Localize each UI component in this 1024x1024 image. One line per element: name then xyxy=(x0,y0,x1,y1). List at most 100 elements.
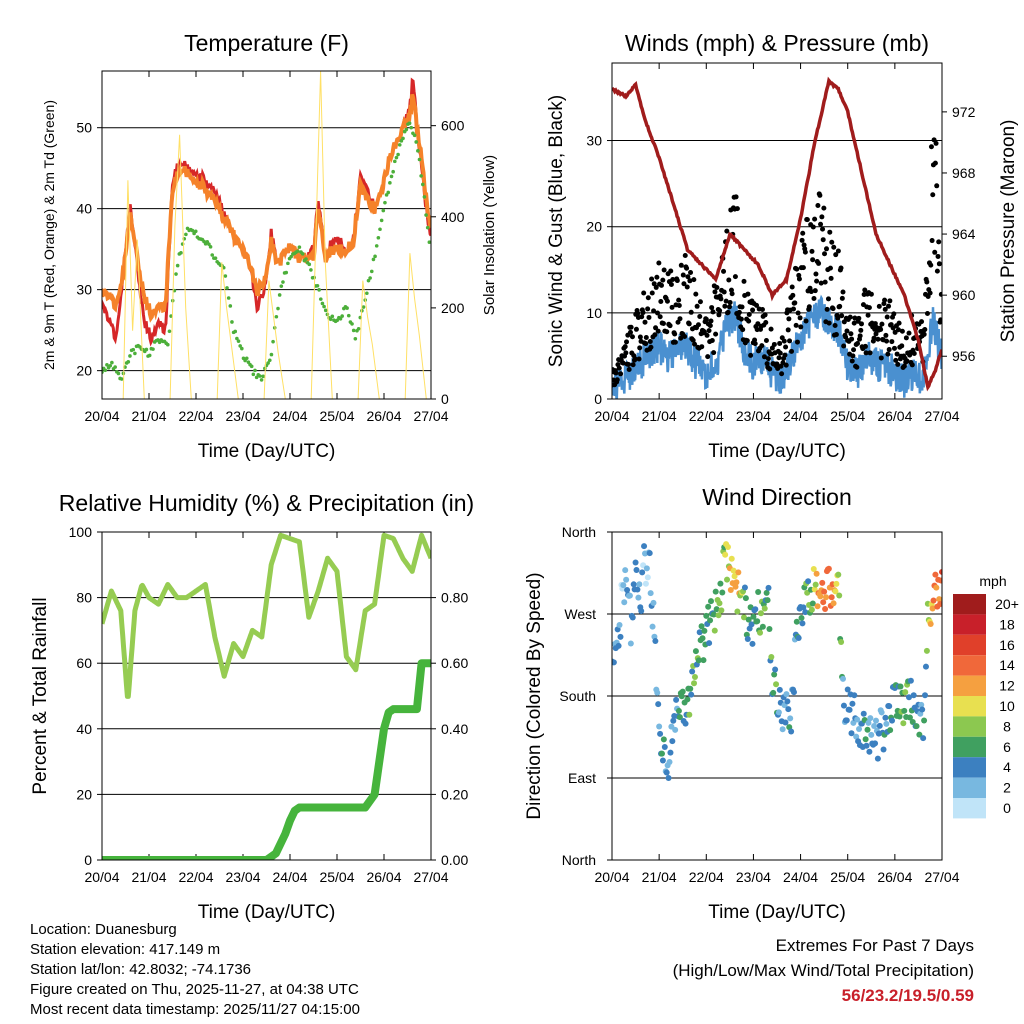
ytick-right-label: 968 xyxy=(952,165,976,181)
gust-point xyxy=(862,287,868,293)
direction-point xyxy=(679,688,686,695)
gust-point xyxy=(822,279,828,285)
gust-point xyxy=(639,314,645,320)
gust-point xyxy=(713,331,719,337)
direction-point xyxy=(703,612,710,619)
direction-point xyxy=(676,714,683,721)
gust-point xyxy=(796,276,802,282)
gust-point xyxy=(717,308,723,314)
direction-point xyxy=(732,583,739,590)
dewpoint-point xyxy=(422,195,427,199)
gust-point xyxy=(677,316,683,322)
direction-point xyxy=(691,680,698,687)
gust-point xyxy=(928,144,934,150)
dewpoint-point xyxy=(330,314,335,319)
gust-point xyxy=(808,289,814,295)
xtick-label: 23/04 xyxy=(225,869,260,885)
direction-point xyxy=(927,620,934,627)
gust-point xyxy=(787,338,793,344)
direction-point xyxy=(923,647,930,654)
dewpoint-point xyxy=(345,306,349,310)
direction-point xyxy=(880,746,887,753)
gust-point xyxy=(818,280,824,286)
dewpoint-point xyxy=(144,347,149,352)
gust-point xyxy=(863,350,869,356)
ytick-label: 20 xyxy=(586,219,602,235)
gust-point xyxy=(812,216,818,222)
colorbar-swatch xyxy=(953,757,986,778)
dewpoint-point xyxy=(254,375,259,380)
dewpoint-point xyxy=(366,278,371,283)
gust-point xyxy=(781,338,787,344)
gust-point xyxy=(709,338,715,344)
gust-point xyxy=(817,192,823,198)
gust-point xyxy=(878,355,884,361)
direction-point xyxy=(700,657,707,664)
direction-point xyxy=(622,567,629,574)
gust-point xyxy=(618,371,624,377)
gust-point xyxy=(856,315,862,321)
gust-point xyxy=(849,336,855,342)
direction-point xyxy=(886,703,893,710)
direction-point xyxy=(754,618,761,625)
gust-point xyxy=(875,336,881,342)
dewpoint-point xyxy=(119,377,124,381)
direction-point xyxy=(699,635,706,642)
gust-point xyxy=(919,319,925,325)
direction-point xyxy=(832,588,839,595)
gust-point xyxy=(872,321,878,327)
gust-point xyxy=(697,314,703,320)
gust-point xyxy=(786,316,792,322)
xtick-label: 22/04 xyxy=(178,869,213,885)
dewpoint-point xyxy=(340,314,344,318)
direction-point xyxy=(629,614,636,621)
dewpoint-point xyxy=(233,329,238,334)
gust-point xyxy=(932,160,938,166)
direction-point xyxy=(764,597,771,604)
temperature-title: Temperature (F) xyxy=(184,30,349,56)
dewpoint-point xyxy=(361,305,366,309)
gust-point xyxy=(876,303,882,309)
gust-point xyxy=(819,214,825,220)
dewpoint-point xyxy=(304,257,308,261)
gust-point xyxy=(725,309,731,315)
direction-point xyxy=(757,629,764,636)
gust-point xyxy=(658,298,664,304)
dewpoint-point xyxy=(315,283,320,288)
gust-point xyxy=(799,237,805,243)
colorbar-label: 20+ xyxy=(995,596,1019,612)
direction-point xyxy=(744,635,751,642)
direction-point xyxy=(735,569,742,576)
direction-point xyxy=(678,693,685,700)
temperature-ylabel: 2m & 9m T (Red, Orange) & 2m Td (Green) xyxy=(41,100,57,370)
gust-point xyxy=(936,239,942,245)
gust-point xyxy=(868,291,874,297)
dewpoint-point xyxy=(356,326,361,331)
dewpoint-point xyxy=(167,329,172,334)
dewpoint-point xyxy=(179,251,183,255)
winds-series-station-pressure xyxy=(612,76,942,392)
direction-point xyxy=(711,627,718,634)
dewpoint-point xyxy=(414,140,418,144)
xtick-label: 23/04 xyxy=(736,869,771,885)
direction-point xyxy=(812,581,819,588)
ytick-right-label: 0.00 xyxy=(441,852,468,868)
direction-point xyxy=(800,604,807,611)
direction-point xyxy=(707,617,714,624)
xtick-label: 25/04 xyxy=(830,408,865,424)
gust-point xyxy=(707,323,713,329)
direction-point xyxy=(733,579,740,586)
direction-point xyxy=(793,618,800,625)
xtick-label: 26/04 xyxy=(877,869,912,885)
xtick-label: 25/04 xyxy=(319,869,354,885)
direction-point xyxy=(722,551,729,558)
direction-point xyxy=(840,675,846,682)
gust-point xyxy=(688,309,694,315)
dewpoint-point xyxy=(409,125,414,130)
gust-point xyxy=(776,355,782,361)
ytick-label: 50 xyxy=(76,120,92,136)
colorbar-swatch xyxy=(953,634,986,656)
gust-point xyxy=(789,284,795,290)
dewpoint-point xyxy=(126,360,131,364)
